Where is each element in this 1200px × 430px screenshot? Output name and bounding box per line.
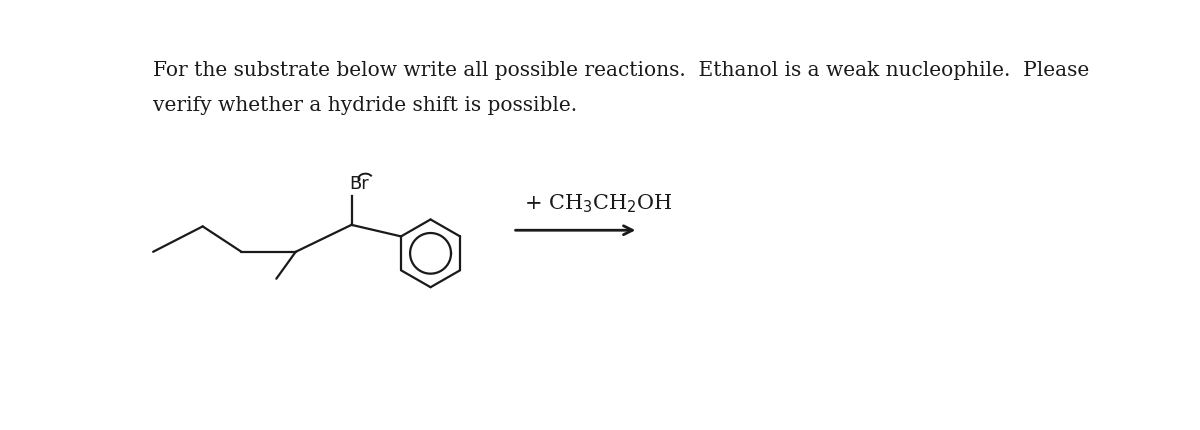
Text: verify whether a hydride shift is possible.: verify whether a hydride shift is possib… xyxy=(154,96,577,115)
Text: Br: Br xyxy=(349,175,368,193)
Text: For the substrate below write all possible reactions.  Ethanol is a weak nucleop: For the substrate below write all possib… xyxy=(154,61,1090,80)
Text: + CH$_3$CH$_2$OH: + CH$_3$CH$_2$OH xyxy=(523,193,672,215)
